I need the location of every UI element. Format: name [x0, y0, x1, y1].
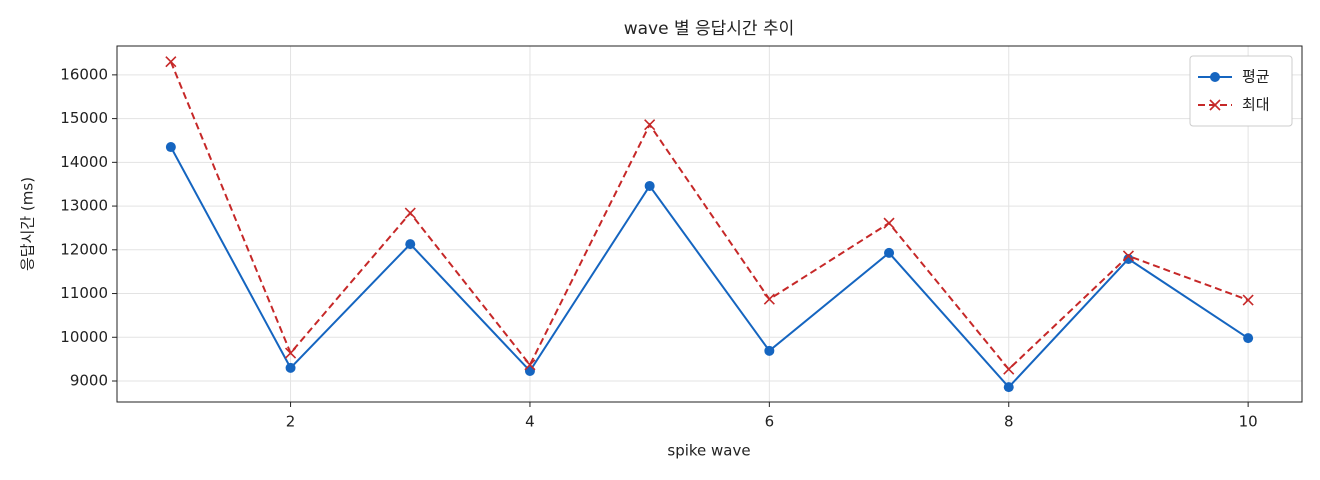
- y-tick-label: 10000: [60, 328, 108, 346]
- marker: [524, 359, 536, 371]
- marker: [883, 217, 895, 229]
- x-tick-label: 10: [1239, 413, 1258, 431]
- chart-title: wave 별 응답시간 추이: [624, 19, 795, 39]
- x-tick-label: 4: [525, 413, 535, 431]
- marker: [884, 247, 895, 258]
- marker: [644, 119, 656, 131]
- y-tick-label: 13000: [60, 197, 108, 215]
- series-line: [169, 146, 1249, 389]
- y-tick-label: 15000: [60, 109, 108, 127]
- marker: [764, 345, 775, 356]
- series-line: [169, 61, 1249, 371]
- y-tick-label: 12000: [60, 240, 108, 258]
- marker: [1242, 294, 1254, 306]
- legend-marker: [1209, 99, 1221, 111]
- y-tick-label: 11000: [60, 284, 108, 302]
- x-tick-label: 2: [286, 413, 296, 431]
- y-tick-label: 14000: [60, 153, 108, 171]
- legend-label: 평균: [1242, 68, 1270, 86]
- y-tick-label: 9000: [70, 372, 108, 390]
- x-axis-label: spike wave: [667, 442, 750, 460]
- y-axis-label: 응답시간 (ms): [19, 177, 37, 271]
- marker: [285, 362, 296, 373]
- x-tick-label: 8: [1004, 413, 1014, 431]
- legend-box: [1189, 55, 1293, 127]
- plot-frame: [116, 45, 1303, 403]
- marker: [404, 207, 416, 219]
- marker: [405, 239, 416, 250]
- marker: [1003, 363, 1015, 375]
- marker: [1243, 333, 1254, 344]
- legend-label: 최대: [1242, 96, 1270, 114]
- marker: [644, 180, 655, 191]
- marker: [165, 56, 177, 68]
- marker: [1003, 382, 1014, 393]
- marker: [1123, 253, 1134, 264]
- y-tick-label: 16000: [60, 65, 108, 83]
- legend-marker: [1210, 72, 1220, 82]
- marker: [763, 293, 775, 305]
- marker: [1122, 250, 1135, 262]
- marker: [284, 347, 297, 359]
- x-tick-label: 6: [765, 413, 775, 431]
- marker: [165, 142, 176, 153]
